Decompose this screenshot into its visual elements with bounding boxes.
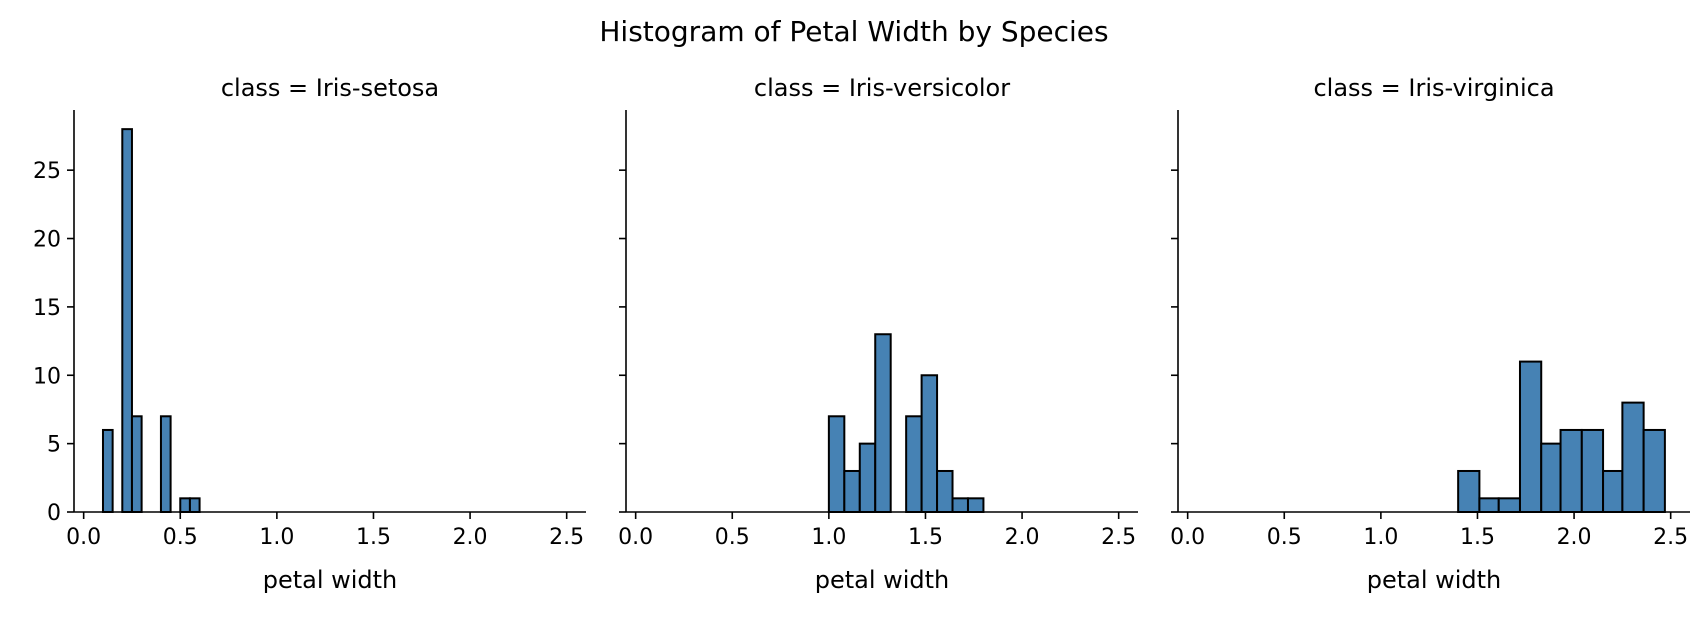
y-tick-label: 5 bbox=[47, 433, 61, 458]
histogram-bar bbox=[905, 415, 923, 513]
x-tick-label: 0.5 bbox=[163, 525, 198, 550]
x-tick-label: 1.5 bbox=[1460, 525, 1495, 550]
histogram-bar bbox=[1642, 428, 1666, 514]
facet-title: class = Iris-versicolor bbox=[754, 74, 1010, 102]
histogram-bar bbox=[121, 128, 133, 513]
x-tick-label: 0.0 bbox=[1170, 525, 1205, 550]
x-axis-label: petal width bbox=[263, 566, 398, 594]
x-tick-label: 0.5 bbox=[1267, 525, 1302, 550]
facet-container: class = Iris-setosa 0.0 0.5 1.0 1.5 2.0 2.5 0 5 1… bbox=[33, 74, 1690, 594]
x-axis-label: petal width bbox=[815, 566, 950, 594]
facet-title: class = Iris-setosa bbox=[221, 74, 439, 102]
y-tick-label: 25 bbox=[33, 159, 61, 184]
histogram-bar bbox=[1497, 497, 1521, 514]
x-tick-label: 2.5 bbox=[1101, 525, 1136, 550]
histogram-bar bbox=[827, 415, 846, 513]
x-tick-label: 2.0 bbox=[1557, 525, 1592, 550]
x-tick-label: 2.0 bbox=[1005, 525, 1040, 550]
x-tick-label: 1.0 bbox=[259, 525, 294, 550]
x-tick-label: 2.5 bbox=[1653, 525, 1688, 550]
histogram-bar bbox=[1621, 401, 1645, 513]
histogram-bars bbox=[101, 128, 201, 514]
facet-title: class = Iris-virginica bbox=[1313, 74, 1554, 102]
figure-title: Histogram of Petal Width by Species bbox=[599, 15, 1108, 48]
histogram-bar bbox=[920, 374, 939, 514]
histogram-bar bbox=[159, 415, 172, 513]
y-tick-label: 20 bbox=[33, 228, 61, 253]
x-tick-label: 2.0 bbox=[453, 525, 488, 550]
y-tick-label: 0 bbox=[47, 501, 61, 526]
y-tick-label: 10 bbox=[33, 364, 61, 389]
facet-panel-1: class = Iris-setosa 0.0 0.5 1.0 1.5 2.0 2.5 0 5 1… bbox=[33, 74, 586, 594]
histogram-bar bbox=[951, 497, 969, 514]
x-tick-label: 1.5 bbox=[356, 525, 391, 550]
histogram-bar bbox=[188, 497, 201, 514]
x-tick-label: 0.0 bbox=[66, 525, 101, 550]
histogram-bar bbox=[130, 415, 143, 513]
histogram-bar bbox=[858, 442, 877, 514]
histogram-bar bbox=[874, 333, 892, 513]
x-tick-label: 1.0 bbox=[1363, 525, 1398, 550]
histogram-bar bbox=[843, 469, 861, 513]
histogram-bar bbox=[936, 469, 954, 513]
histogram-bars bbox=[827, 333, 985, 514]
x-tick-label: 0.0 bbox=[618, 525, 653, 550]
x-tick-label: 0.5 bbox=[715, 525, 750, 550]
histogram-bars bbox=[1457, 360, 1666, 514]
x-tick-label: 1.0 bbox=[811, 525, 846, 550]
histogram-bar bbox=[179, 497, 191, 514]
y-tick-label: 15 bbox=[33, 296, 61, 321]
histogram-bar bbox=[1580, 428, 1605, 514]
x-tick-label: 1.5 bbox=[908, 525, 943, 550]
histogram-bar bbox=[1457, 469, 1481, 513]
histogram-bar bbox=[101, 428, 114, 514]
histogram-bar bbox=[1518, 360, 1543, 513]
x-axis-label: petal width bbox=[1367, 566, 1502, 594]
histogram-bar bbox=[1559, 428, 1583, 514]
x-tick-label: 2.5 bbox=[549, 525, 584, 550]
histogram-bar bbox=[966, 497, 985, 514]
facet-panel-2: class = Iris-versicolor 0.0 0.5 1.0 1.5 2.0 2.… bbox=[618, 74, 1138, 594]
facet-panel-3: class = Iris-virginica 0.0 0.5 1.0 1.5 2.0 2.5… bbox=[1170, 74, 1690, 594]
histogram-bar bbox=[1540, 442, 1562, 514]
histogram-bar bbox=[1478, 497, 1500, 514]
histogram-bar bbox=[1602, 469, 1624, 513]
